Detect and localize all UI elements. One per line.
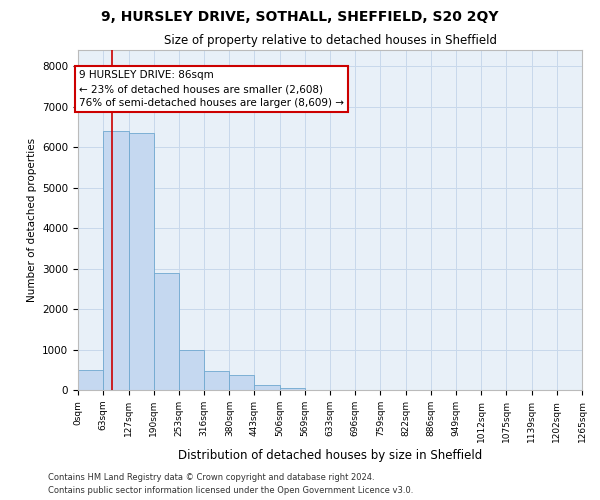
Bar (204, 372, 229, 390)
Bar (128, 133, 154, 390)
X-axis label: Distribution of detached houses by size in Sheffield: Distribution of detached houses by size … (178, 449, 482, 462)
Bar (154, 272, 179, 390)
Bar (254, 384, 280, 390)
Bar (78, 370, 103, 390)
Text: 9, HURSLEY DRIVE, SOTHALL, SHEFFIELD, S20 2QY: 9, HURSLEY DRIVE, SOTHALL, SHEFFIELD, S2… (101, 10, 499, 24)
Text: Contains HM Land Registry data © Crown copyright and database right 2024.
Contai: Contains HM Land Registry data © Crown c… (48, 474, 413, 495)
Bar (280, 388, 305, 390)
Y-axis label: Number of detached properties: Number of detached properties (26, 138, 37, 302)
Bar (229, 375, 254, 390)
Text: 9 HURSLEY DRIVE: 86sqm
← 23% of detached houses are smaller (2,608)
76% of semi-: 9 HURSLEY DRIVE: 86sqm ← 23% of detached… (79, 70, 344, 108)
Bar (103, 131, 128, 390)
Title: Size of property relative to detached houses in Sheffield: Size of property relative to detached ho… (163, 34, 497, 48)
Bar (179, 350, 204, 390)
